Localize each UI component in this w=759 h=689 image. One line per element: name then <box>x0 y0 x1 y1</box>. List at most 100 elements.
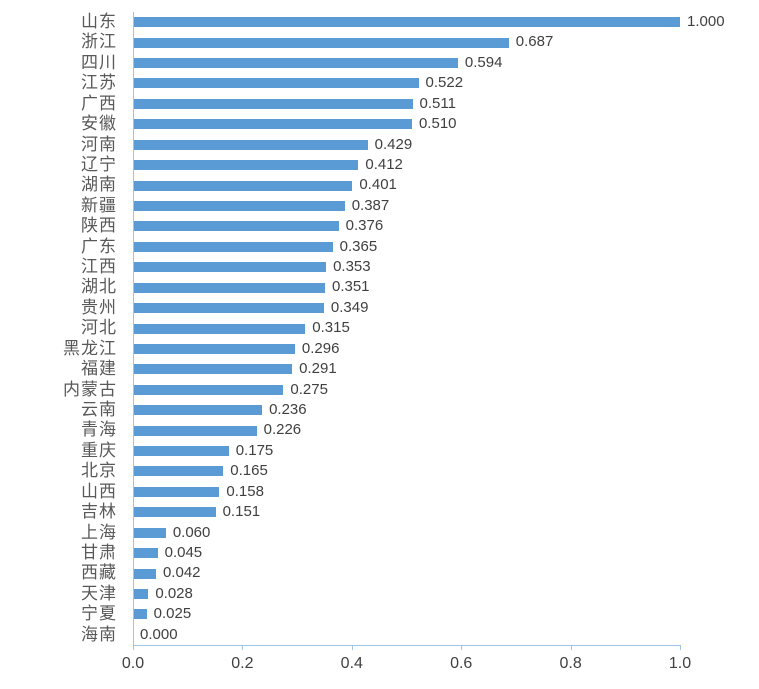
bar-row: 海南 0.000 <box>0 625 759 645</box>
category-label: 江苏 <box>81 73 117 94</box>
category-label: 宁夏 <box>81 604 117 625</box>
bar-row: 黑龙江 0.296 <box>0 339 759 359</box>
value-label: 0.412 <box>365 155 403 173</box>
bar <box>133 37 509 48</box>
bar <box>133 609 147 620</box>
bar <box>133 507 216 518</box>
bar <box>133 568 156 579</box>
bar <box>133 446 229 457</box>
bar-row: 云南 0.236 <box>0 400 759 420</box>
category-label: 山西 <box>81 481 117 502</box>
bar <box>133 548 158 559</box>
bar-row: 安徽 0.510 <box>0 114 759 134</box>
bar <box>133 384 284 395</box>
x-tick-mark <box>351 645 353 650</box>
bar-row: 天津 0.028 <box>0 584 759 604</box>
y-axis-line <box>133 12 134 650</box>
category-label: 贵州 <box>81 297 117 318</box>
category-label: 天津 <box>81 583 117 604</box>
x-tick-label: 1.0 <box>668 655 692 672</box>
bar-row: 宁夏 0.025 <box>0 604 759 624</box>
bar-row: 湖南 0.401 <box>0 175 759 195</box>
value-label: 0.165 <box>230 462 268 480</box>
value-label: 0.226 <box>263 421 302 439</box>
x-tick-mark <box>461 645 463 650</box>
value-label: 0.025 <box>153 605 192 623</box>
category-label: 福建 <box>81 359 117 380</box>
value-label: 0.060 <box>172 523 211 541</box>
value-label: 0.376 <box>345 217 384 235</box>
category-label: 甘肃 <box>81 542 117 563</box>
value-label: 0.594 <box>464 53 503 71</box>
bar-row: 上海 0.060 <box>0 523 759 543</box>
bar <box>133 425 257 436</box>
bar <box>133 343 295 354</box>
x-tick-mark <box>133 645 134 650</box>
x-tick-mark <box>570 645 572 650</box>
bar <box>133 98 413 109</box>
bar-row: 四川 0.594 <box>0 53 759 73</box>
value-label: 0.522 <box>425 74 464 92</box>
category-label: 浙江 <box>81 32 117 53</box>
bar-row: 广西 0.511 <box>0 94 759 114</box>
value-label: 0.158 <box>226 482 264 500</box>
category-label: 上海 <box>81 522 117 543</box>
value-label: 0.151 <box>222 503 261 521</box>
bar-row: 青海 0.226 <box>0 420 759 440</box>
bar-row: 西藏 0.042 <box>0 563 759 583</box>
bar <box>133 405 263 416</box>
category-label: 海南 <box>81 624 117 645</box>
value-label: 0.510 <box>418 115 457 133</box>
bar-row: 河北 0.315 <box>0 318 759 338</box>
bar-row: 浙江 0.687 <box>0 32 759 52</box>
bar <box>133 262 327 273</box>
category-label: 新疆 <box>81 195 117 216</box>
bar <box>133 160 359 171</box>
x-tick-label: 0.8 <box>559 655 582 672</box>
value-label: 0.236 <box>269 400 307 418</box>
x-tick-mark <box>242 645 244 650</box>
category-label: 青海 <box>81 420 117 441</box>
bar-row: 江西 0.353 <box>0 257 759 277</box>
bar <box>133 364 293 375</box>
category-label: 四川 <box>81 52 117 73</box>
category-label: 云南 <box>81 399 117 420</box>
x-tick-mark <box>680 645 681 650</box>
bar <box>133 282 325 293</box>
category-label: 安徽 <box>81 114 117 135</box>
bar-row: 山东 1.000 <box>0 12 759 32</box>
category-label: 广西 <box>81 93 117 114</box>
bar-row: 湖北 0.351 <box>0 277 759 297</box>
bar <box>133 17 680 28</box>
value-label: 0.028 <box>155 584 193 602</box>
bar <box>133 323 306 334</box>
category-label: 重庆 <box>81 440 117 461</box>
bar-row: 江苏 0.522 <box>0 73 759 93</box>
bar <box>133 486 220 497</box>
bar <box>133 527 166 538</box>
value-label: 0.042 <box>162 564 201 582</box>
value-label: 0.000 <box>140 625 178 643</box>
value-label: 0.045 <box>164 543 203 561</box>
category-label: 山东 <box>81 12 117 32</box>
bar-row: 广东 0.365 <box>0 237 759 257</box>
value-label: 0.353 <box>333 258 371 276</box>
bar <box>133 466 224 477</box>
category-label: 吉林 <box>81 502 117 523</box>
value-label: 0.291 <box>299 360 337 378</box>
bar <box>133 139 368 150</box>
x-tick-label: 0.4 <box>340 655 363 672</box>
value-label: 0.401 <box>359 176 397 194</box>
bar-row: 福建 0.291 <box>0 359 759 379</box>
value-label: 0.429 <box>374 135 413 153</box>
category-label: 辽宁 <box>81 154 117 175</box>
bar <box>133 221 339 232</box>
category-label: 西藏 <box>81 563 117 584</box>
value-label: 0.365 <box>339 237 378 255</box>
bar-row: 新疆 0.387 <box>0 196 759 216</box>
category-label: 北京 <box>81 461 117 482</box>
bar-row: 甘肃 0.045 <box>0 543 759 563</box>
value-label: 0.511 <box>419 94 456 112</box>
value-label: 0.349 <box>330 298 369 316</box>
